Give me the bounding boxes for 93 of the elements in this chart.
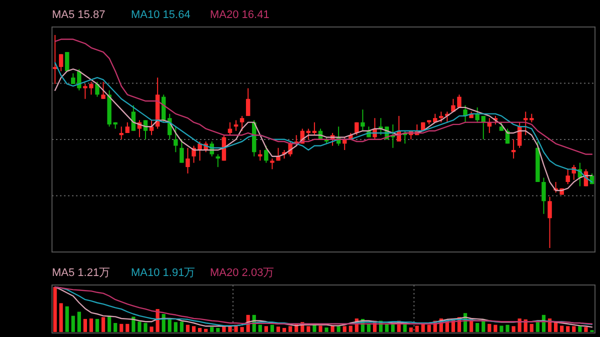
bar — [288, 326, 292, 332]
bar — [71, 316, 75, 332]
series-label: MA5 1.21万 — [52, 267, 110, 279]
bar — [318, 326, 322, 332]
bar — [180, 322, 184, 332]
bar — [506, 324, 510, 332]
candlestick — [439, 111, 444, 123]
bar — [366, 324, 371, 332]
candlestick — [95, 81, 100, 98]
bar — [144, 323, 148, 332]
text: MA5 15.87 — [52, 9, 106, 21]
bar — [240, 327, 244, 332]
bar — [210, 327, 214, 332]
bar — [108, 316, 112, 332]
bar — [306, 326, 310, 332]
bar — [150, 326, 154, 332]
candlestick — [246, 88, 250, 116]
bar — [89, 318, 94, 332]
bar — [566, 326, 570, 332]
bar — [264, 326, 268, 332]
bar — [536, 322, 540, 332]
bar — [488, 324, 492, 332]
candlestick — [548, 196, 552, 248]
bar — [348, 326, 352, 332]
candlestick — [354, 122, 359, 136]
candlestick — [463, 104, 468, 123]
text: MA10 1.91万 — [131, 267, 196, 279]
bar — [258, 324, 262, 332]
bar — [216, 328, 220, 332]
candlestick — [64, 52, 70, 72]
candlestick — [228, 122, 232, 136]
bar — [578, 326, 582, 332]
candlestick — [149, 120, 154, 136]
bar — [120, 324, 124, 332]
bar — [270, 324, 274, 332]
candlestick — [276, 147, 280, 162]
bar — [312, 324, 316, 332]
bar — [132, 316, 136, 332]
bar — [554, 322, 558, 332]
bar — [95, 318, 100, 332]
bar — [138, 322, 142, 332]
bar — [409, 328, 413, 332]
bar — [53, 287, 57, 332]
bar — [512, 326, 516, 332]
bar — [530, 324, 534, 332]
bar — [494, 324, 498, 332]
candlestick — [125, 122, 130, 134]
bar — [59, 303, 63, 332]
bar — [192, 326, 196, 332]
bar — [204, 328, 208, 332]
bar — [168, 318, 172, 332]
bar — [101, 317, 106, 332]
bar — [560, 326, 564, 332]
text: MA20 2.03万 — [210, 267, 274, 279]
bar — [500, 326, 504, 332]
bar — [282, 328, 286, 332]
bar — [421, 324, 425, 332]
candlestick — [542, 177, 546, 214]
bar — [77, 312, 81, 332]
bar — [403, 324, 407, 332]
candlestick — [174, 126, 178, 153]
candlestick — [186, 147, 190, 174]
bar — [83, 318, 87, 332]
candlestick — [58, 54, 64, 72]
candlestick — [240, 115, 244, 132]
bar — [126, 324, 130, 332]
bar — [276, 326, 280, 332]
text: MA10 15.64 — [131, 9, 190, 21]
bar — [114, 323, 118, 332]
candlestick — [270, 158, 274, 170]
text: MA20 16.41 — [210, 9, 270, 21]
bar — [385, 324, 389, 332]
bar — [324, 328, 328, 332]
bar — [198, 328, 202, 332]
candlestick — [264, 145, 268, 164]
bar — [174, 322, 178, 332]
candlestick — [101, 81, 106, 100]
candlestick — [475, 106, 480, 123]
candlestick — [180, 138, 184, 164]
candlestick — [71, 72, 76, 84]
candlestick — [77, 68, 82, 91]
bar — [186, 324, 190, 332]
bar — [572, 326, 576, 332]
candlestick — [566, 168, 570, 185]
bar — [336, 326, 340, 332]
bar — [342, 326, 346, 332]
candlestick — [360, 109, 365, 132]
bar — [584, 327, 588, 332]
bar — [427, 324, 431, 332]
candlestick — [258, 150, 262, 162]
bar — [415, 326, 419, 332]
bar — [476, 323, 480, 332]
bar — [65, 306, 69, 332]
